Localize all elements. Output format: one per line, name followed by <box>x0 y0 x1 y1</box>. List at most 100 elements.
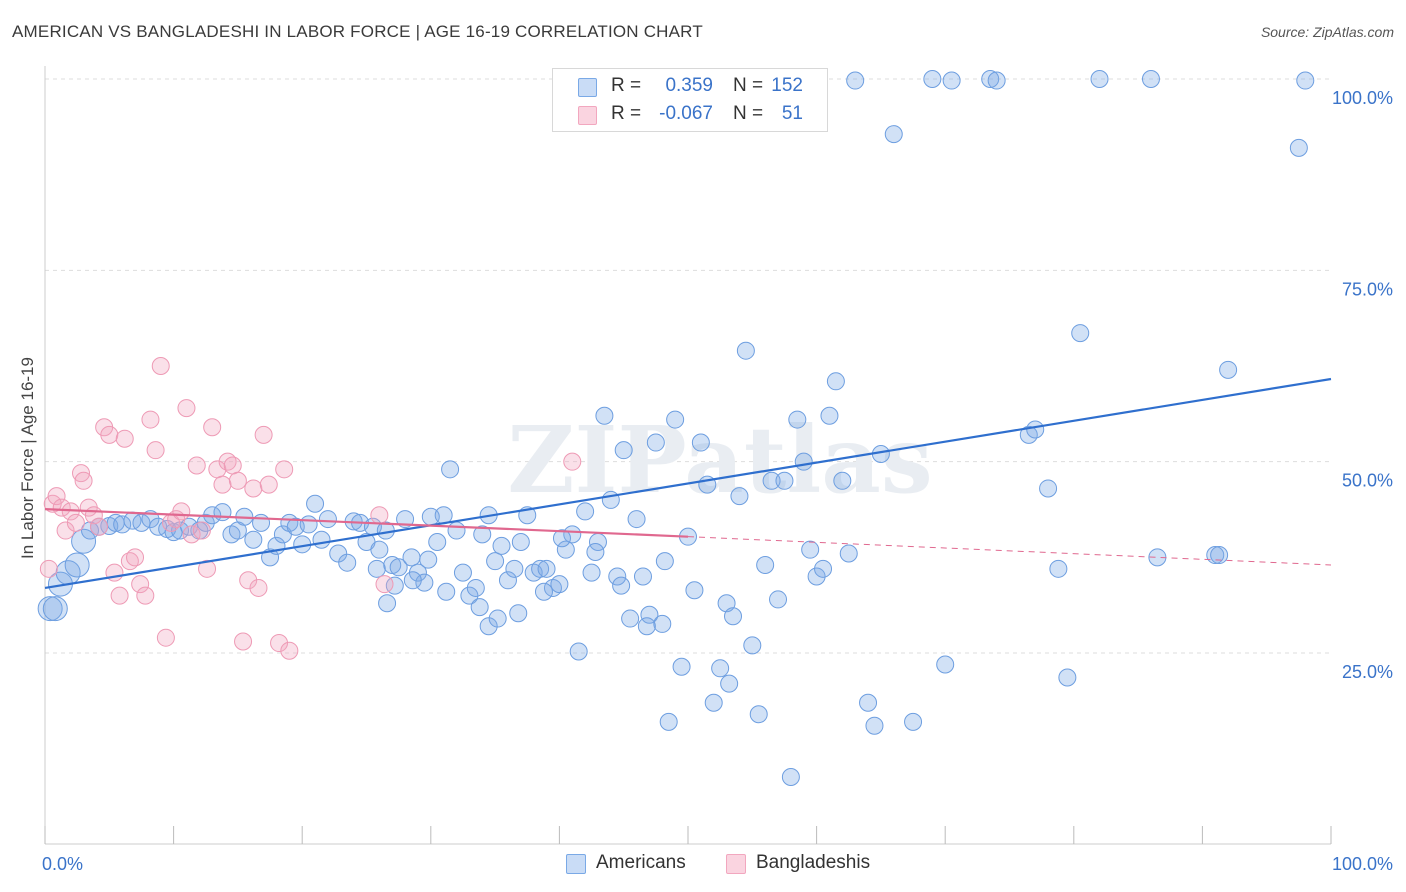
legend-n-value: 51 <box>781 103 803 124</box>
point-bangladeshis <box>115 429 134 448</box>
series-swatch-bangladeshis <box>726 854 746 874</box>
point-bangladeshis <box>141 410 160 429</box>
series-legend: Americans Bangladeshis <box>0 852 1406 878</box>
point-americans <box>711 659 730 678</box>
point-bangladeshis <box>228 471 247 490</box>
point-americans <box>378 594 397 613</box>
point-americans <box>1141 70 1160 88</box>
point-bangladeshis <box>172 502 191 521</box>
point-americans <box>627 510 646 529</box>
point-americans <box>865 716 884 735</box>
point-americans <box>807 567 826 586</box>
point-americans <box>724 607 743 626</box>
point-americans <box>826 372 845 391</box>
point-americans <box>171 521 190 540</box>
point-bangladeshis <box>234 632 253 651</box>
point-bangladeshis <box>213 475 232 494</box>
point-americans <box>1219 360 1238 379</box>
point-bangladeshis <box>74 471 93 490</box>
point-bangladeshis <box>146 441 165 460</box>
point-americans <box>904 712 923 731</box>
point-americans <box>552 529 571 548</box>
point-americans <box>479 617 498 636</box>
point-bangladeshis <box>131 575 150 594</box>
point-americans <box>1296 71 1315 90</box>
point-americans <box>37 596 63 622</box>
point-americans <box>582 563 601 582</box>
point-americans <box>488 609 507 628</box>
point-bangladeshis <box>244 479 263 498</box>
point-bangladeshis <box>259 475 278 494</box>
x-tick-label: 0.0% <box>42 854 83 874</box>
point-americans <box>437 582 456 601</box>
point-americans <box>1071 324 1090 343</box>
point-americans <box>498 571 517 590</box>
point-bangladeshis <box>156 628 175 647</box>
y-tick-label: 25.0% <box>1342 662 1393 682</box>
point-bangladeshis <box>136 586 155 605</box>
source-label: Source: ZipAtlas.com <box>1260 24 1394 40</box>
point-americans <box>720 674 739 693</box>
point-americans <box>859 693 878 712</box>
point-bangladeshis <box>151 357 170 375</box>
y-tick-label: 100.0% <box>1332 88 1393 108</box>
point-americans <box>556 540 575 559</box>
trendline-bangladeshis-extension <box>687 536 1332 566</box>
point-americans <box>470 598 489 617</box>
y-axis-label: In Labor Force | Age 16-19 <box>18 357 37 559</box>
point-americans <box>338 553 357 572</box>
point-americans <box>794 452 813 471</box>
point-bangladeshis <box>47 487 66 506</box>
point-bangladeshis <box>370 506 389 525</box>
point-americans <box>81 521 100 540</box>
point-americans <box>981 70 1000 88</box>
point-bangladeshis <box>223 456 242 475</box>
legend-r-value: -0.067 <box>659 103 713 124</box>
point-americans <box>534 582 553 601</box>
point-americans <box>820 406 839 425</box>
point-bangladeshis <box>239 571 258 590</box>
point-americans <box>132 513 151 532</box>
point-americans <box>769 590 788 609</box>
point-americans <box>312 530 331 549</box>
point-americans <box>788 410 807 429</box>
point-americans <box>640 605 659 624</box>
point-americans <box>814 559 833 578</box>
point-bangladeshis <box>90 517 109 536</box>
point-americans <box>402 548 421 567</box>
point-americans <box>466 578 485 597</box>
point-americans <box>576 502 595 521</box>
point-americans <box>666 410 685 429</box>
point-americans <box>1026 420 1045 439</box>
point-americans <box>691 433 710 452</box>
series-label-americans: Americans <box>596 852 686 873</box>
point-americans <box>415 573 434 592</box>
point-americans <box>64 552 90 578</box>
point-americans <box>775 471 794 490</box>
point-americans <box>704 693 723 712</box>
point-bangladeshis <box>275 460 294 479</box>
point-americans <box>672 657 691 676</box>
point-americans <box>987 71 1006 90</box>
trendline-americans <box>44 377 1332 590</box>
chart-title: AMERICAN VS BANGLADESHI IN LABOR FORCE |… <box>12 22 703 41</box>
point-americans <box>685 581 704 600</box>
series-swatch-americans <box>566 854 586 874</box>
point-americans <box>621 609 640 628</box>
point-americans <box>403 571 422 590</box>
point-americans <box>1058 668 1077 687</box>
point-bangladeshis <box>249 578 268 597</box>
trendline-bangladeshis <box>44 508 689 538</box>
point-americans <box>563 525 582 544</box>
point-americans <box>550 575 569 594</box>
point-americans <box>1039 479 1058 498</box>
point-bangladeshis <box>375 575 394 594</box>
point-americans <box>244 530 263 549</box>
point-americans <box>473 525 492 544</box>
point-americans <box>252 513 271 532</box>
point-americans <box>509 604 528 623</box>
point-americans <box>42 596 68 622</box>
point-bangladeshis <box>126 548 145 567</box>
point-americans <box>614 441 633 460</box>
